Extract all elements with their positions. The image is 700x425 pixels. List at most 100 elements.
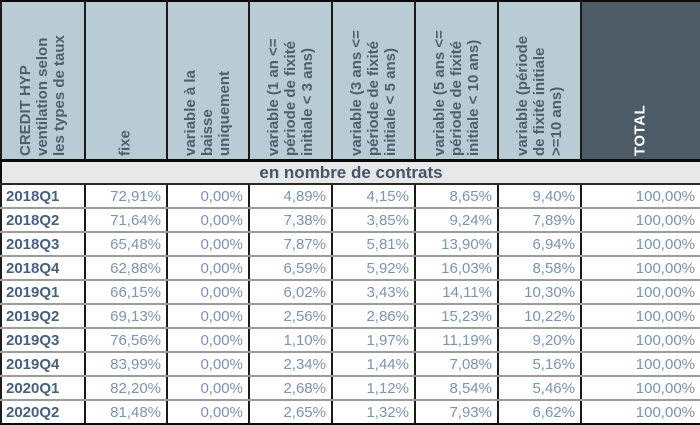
table-row-2018q3: 2018Q3 65,48% 0,00% 7,87% 5,81% 13,90% 6… — [0, 232, 700, 257]
value-cell: 4,89% — [248, 184, 333, 209]
value-cell: 5,92% — [331, 256, 416, 281]
total-value-cell: 100,00% — [580, 280, 700, 305]
value-cell: 15,23% — [414, 304, 499, 329]
header-row: CREDIT HYP ventilation selon les types d… — [0, 1, 700, 162]
table-row-2019q3: 2019Q3 76,56% 0,00% 1,10% 1,97% 11,19% 9… — [0, 328, 700, 353]
table-row-2019q2: 2019Q2 69,13% 0,00% 2,56% 2,86% 15,23% 1… — [0, 304, 700, 329]
total-value-cell: 100,00% — [580, 208, 700, 233]
value-cell: 7,87% — [248, 232, 333, 257]
value-cell: 0,00% — [166, 376, 250, 401]
column-header-label: variable à la baisse uniquement — [181, 69, 233, 156]
value-cell: 2,65% — [248, 400, 333, 425]
value-cell: 14,11% — [414, 280, 499, 305]
row-label: 2019Q4 — [0, 352, 86, 377]
corner-header: CREDIT HYP ventilation selon les types d… — [0, 1, 86, 162]
value-cell: 11,19% — [414, 328, 499, 353]
row-label: 2018Q4 — [0, 256, 86, 281]
table-row-2018q4: 2018Q4 62,88% 0,00% 6,59% 5,92% 16,03% 8… — [0, 256, 700, 281]
value-cell: 82,20% — [84, 376, 168, 401]
column-header-variable-1-3-ans: variable (1 an <= période de fixité init… — [248, 1, 333, 162]
value-cell: 0,00% — [166, 280, 250, 305]
value-cell: 2,34% — [248, 352, 333, 377]
value-cell: 66,15% — [84, 280, 168, 305]
value-cell: 6,59% — [248, 256, 333, 281]
value-cell: 5,46% — [497, 376, 582, 401]
value-cell: 10,30% — [497, 280, 582, 305]
value-cell: 5,81% — [331, 232, 416, 257]
value-cell: 2,68% — [248, 376, 333, 401]
value-cell: 71,64% — [84, 208, 168, 233]
value-cell: 69,13% — [84, 304, 168, 329]
value-cell: 6,62% — [497, 400, 582, 425]
value-cell: 7,89% — [497, 208, 582, 233]
value-cell: 9,24% — [414, 208, 499, 233]
row-label: 2018Q2 — [0, 208, 86, 233]
value-cell: 0,00% — [166, 352, 250, 377]
row-label: 2018Q1 — [0, 184, 86, 209]
column-header-label: variable (1 an <= période de fixité init… — [264, 37, 315, 156]
value-cell: 1,10% — [248, 328, 333, 353]
table-row-2018q1: 2018Q1 72,91% 0,00% 4,89% 4,15% 8,65% 9,… — [0, 184, 700, 209]
total-value-cell: 100,00% — [580, 352, 700, 377]
total-value-cell: 100,00% — [580, 376, 700, 401]
column-header-variable-10-plus-ans: variable (période de fixité initiale >=1… — [497, 1, 582, 162]
value-cell: 9,20% — [497, 328, 582, 353]
value-cell: 81,48% — [84, 400, 168, 425]
column-header-label: variable (3 ans <= période de fixité ini… — [347, 29, 398, 156]
section-header: en nombre de contrats — [1, 160, 700, 185]
table-row-2019q1: 2019Q1 66,15% 0,00% 6,02% 3,43% 14,11% 1… — [0, 280, 700, 305]
value-cell: 1,97% — [331, 328, 416, 353]
corner-header-label: CREDIT HYP ventilation selon les types d… — [16, 34, 68, 156]
value-cell: 13,90% — [414, 232, 499, 257]
total-value-cell: 100,00% — [580, 256, 700, 281]
total-value-cell: 100,00% — [580, 184, 700, 209]
value-cell: 8,65% — [414, 184, 499, 209]
column-header-variable-baisse: variable à la baisse uniquement — [166, 1, 250, 162]
value-cell: 16,03% — [414, 256, 499, 281]
value-cell: 0,00% — [166, 232, 250, 257]
value-cell: 1,32% — [331, 400, 416, 425]
value-cell: 76,56% — [84, 328, 168, 353]
value-cell: 6,02% — [248, 280, 333, 305]
value-cell: 83,99% — [84, 352, 168, 377]
value-cell: 1,12% — [331, 376, 416, 401]
table-row-2020q1: 2020Q1 82,20% 0,00% 2,68% 1,12% 8,54% 5,… — [0, 376, 700, 401]
total-value-cell: 100,00% — [580, 304, 700, 329]
column-header-variable-5-10-ans: variable (5 ans <= période de fixité ini… — [414, 1, 499, 162]
value-cell: 6,94% — [497, 232, 582, 257]
row-label: 2020Q2 — [0, 400, 86, 425]
value-cell: 3,43% — [331, 280, 416, 305]
value-cell: 1,44% — [331, 352, 416, 377]
value-cell: 0,00% — [166, 208, 250, 233]
value-cell: 2,56% — [248, 304, 333, 329]
value-cell: 62,88% — [84, 256, 168, 281]
value-cell: 0,00% — [166, 304, 250, 329]
row-label: 2018Q3 — [0, 232, 86, 257]
row-label: 2019Q2 — [0, 304, 86, 329]
value-cell: 0,00% — [166, 256, 250, 281]
column-header-label: variable (période de fixité initiale >=1… — [513, 35, 564, 156]
value-cell: 7,38% — [248, 208, 333, 233]
column-header-label: fixe — [116, 129, 134, 156]
row-label: 2020Q1 — [0, 376, 86, 401]
value-cell: 0,00% — [166, 184, 250, 209]
value-cell: 0,00% — [166, 400, 250, 425]
value-cell: 7,93% — [414, 400, 499, 425]
table-row-2020q2: 2020Q2 81,48% 0,00% 2,65% 1,32% 7,93% 6,… — [0, 400, 700, 425]
value-cell: 8,54% — [414, 376, 499, 401]
value-cell: 65,48% — [84, 232, 168, 257]
column-header-fixe: fixe — [84, 1, 168, 162]
value-cell: 7,08% — [414, 352, 499, 377]
value-cell: 3,85% — [331, 208, 416, 233]
row-label: 2019Q1 — [0, 280, 86, 305]
value-cell: 0,00% — [166, 328, 250, 353]
table-row-2019q4: 2019Q4 83,99% 0,00% 2,34% 1,44% 7,08% 5,… — [0, 352, 700, 377]
value-cell: 72,91% — [84, 184, 168, 209]
value-cell: 10,22% — [497, 304, 582, 329]
value-cell: 8,58% — [497, 256, 582, 281]
table-row-2018q2: 2018Q2 71,64% 0,00% 7,38% 3,85% 9,24% 7,… — [0, 208, 700, 233]
total-value-cell: 100,00% — [580, 400, 700, 425]
column-header-variable-3-5-ans: variable (3 ans <= période de fixité ini… — [331, 1, 416, 162]
section-row: en nombre de contrats — [1, 160, 700, 185]
